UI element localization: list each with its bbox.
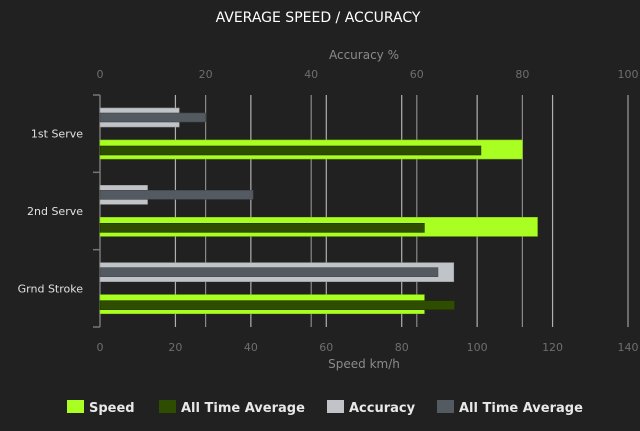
- speed-average-bar: [99, 300, 455, 310]
- accuracy-average-bar: [99, 112, 206, 123]
- legend-label[interactable]: Accuracy: [349, 401, 416, 416]
- accuracy-tick-label: 80: [515, 68, 529, 81]
- legend-label[interactable]: Speed: [89, 401, 135, 416]
- speed-tick-label: 60: [319, 341, 333, 354]
- accuracy-tick-label: 40: [304, 68, 318, 81]
- legend-label[interactable]: All Time Average: [459, 401, 583, 416]
- speed-tick-label: 100: [467, 341, 488, 354]
- chart-title: AVERAGE SPEED / ACCURACY: [216, 10, 421, 26]
- speed-average-bar: [99, 145, 482, 156]
- accuracy-axis-label: Accuracy %: [329, 48, 399, 62]
- speed-tick-label: 20: [168, 341, 182, 354]
- accuracy-tick-label: 60: [410, 68, 424, 81]
- speed-tick-label: 40: [244, 341, 258, 354]
- accuracy-average-bar: [99, 190, 254, 200]
- legend-swatch: [159, 400, 176, 413]
- speed-axis-label: Speed km/h: [328, 357, 400, 371]
- speed-tick-label: 120: [542, 341, 563, 354]
- legend-label[interactable]: All Time Average: [181, 401, 305, 416]
- accuracy-tick-label: 100: [618, 68, 639, 81]
- speed-tick-label: 0: [97, 341, 104, 354]
- legend: Speed All Time Average Accuracy All Time Av…: [67, 400, 583, 416]
- accuracy-tick-label: 0: [97, 68, 104, 81]
- category-label: Grnd Stroke: [18, 282, 84, 295]
- speed-average-bar: [99, 223, 425, 233]
- legend-swatch: [437, 400, 454, 413]
- speed-tick-label: 140: [618, 341, 639, 354]
- legend-swatch: [67, 400, 84, 413]
- accuracy-average-bar: [99, 267, 439, 277]
- category-label: 1st Serve: [31, 128, 83, 141]
- accuracy-tick-label: 20: [199, 68, 213, 81]
- speed-tick-label: 80: [395, 341, 409, 354]
- category-label: 2nd Serve: [27, 205, 83, 218]
- legend-swatch: [327, 400, 344, 413]
